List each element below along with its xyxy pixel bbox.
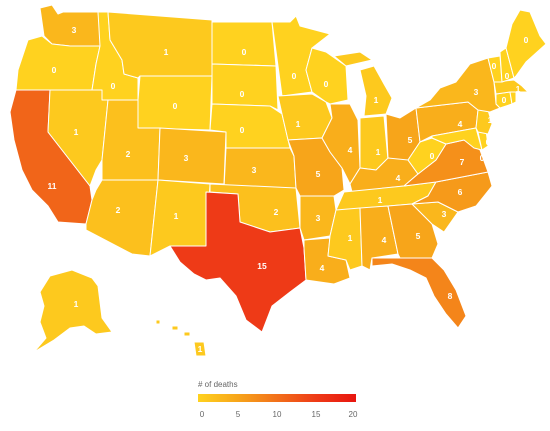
label-al: 4 — [382, 235, 387, 245]
label-wv: 0 — [430, 151, 435, 161]
label-ny: 3 — [474, 87, 479, 97]
label-ne: 0 — [240, 125, 245, 135]
label-in: 1 — [376, 147, 381, 157]
label-ri: 0 — [516, 97, 521, 107]
label-me: 0 — [524, 35, 529, 45]
legend-tick-5: 5 — [235, 410, 241, 419]
label-md: 0 — [480, 153, 485, 163]
label-mt: 1 — [164, 47, 169, 57]
label-ms: 1 — [348, 233, 353, 243]
label-ok: 2 — [274, 207, 279, 217]
label-wi: 0 — [324, 79, 329, 89]
label-nc: 6 — [458, 187, 463, 197]
state-mt[interactable] — [107, 11, 213, 79]
label-il: 4 — [348, 145, 353, 155]
legend-tick-0: 0 — [199, 410, 205, 419]
label-ut: 2 — [126, 149, 131, 159]
label-sc: 3 — [442, 209, 447, 219]
label-ma: 1 — [516, 84, 521, 94]
state-mi[interactable] — [333, 51, 393, 117]
label-nh: 0 — [505, 71, 510, 81]
state-value-labels: 3 0 11 0 1 1 0 2 2 3 1 0 0 0 3 2 15 0 1 … — [48, 25, 529, 354]
label-pa: 4 — [458, 119, 463, 129]
legend-tick-15: 15 — [311, 410, 321, 419]
state-ma[interactable] — [493, 79, 529, 95]
state-il[interactable] — [321, 103, 361, 185]
label-wy: 0 — [173, 101, 178, 111]
state-sd[interactable] — [211, 63, 279, 111]
label-ky: 4 — [396, 173, 401, 183]
legend-tick-10: 10 — [272, 410, 282, 419]
label-hi: 1 — [198, 344, 203, 354]
label-wa: 3 — [72, 25, 77, 35]
label-tx: 15 — [257, 261, 267, 271]
label-ca: 11 — [48, 181, 57, 191]
label-ct: 0 — [502, 95, 507, 105]
label-fl: 8 — [448, 291, 453, 301]
state-tx[interactable] — [169, 191, 307, 333]
legend-title: # of deaths — [198, 380, 238, 389]
label-va: 7 — [460, 157, 465, 167]
label-mi: 1 — [374, 95, 379, 105]
label-mo: 5 — [316, 169, 321, 179]
label-nj: 1 — [488, 115, 493, 125]
label-tn: 1 — [378, 195, 383, 205]
state-az[interactable] — [85, 179, 159, 257]
state-ak[interactable] — [33, 269, 113, 353]
state-hi[interactable] — [155, 319, 207, 357]
label-or: 0 — [52, 65, 57, 75]
label-az: 2 — [116, 205, 121, 215]
state-md[interactable] — [431, 127, 483, 151]
legend-color-scale — [198, 394, 356, 402]
state-fl[interactable] — [371, 257, 467, 329]
label-ia: 1 — [296, 119, 301, 129]
label-nv: 1 — [74, 127, 79, 137]
label-ga: 5 — [416, 231, 421, 241]
label-id: 0 — [111, 81, 116, 91]
label-ks: 3 — [252, 165, 257, 175]
us-choropleth-map: 3 0 11 0 1 1 0 2 2 3 1 0 0 0 3 2 15 0 1 … — [9, 4, 547, 357]
label-nd: 0 — [242, 47, 247, 57]
legend-tick-20: 20 — [348, 410, 358, 419]
state-me[interactable] — [505, 9, 547, 79]
label-co: 3 — [184, 153, 189, 163]
label-vt: 0 — [492, 61, 497, 71]
label-ak: 1 — [74, 299, 79, 309]
state-nm[interactable] — [149, 179, 211, 257]
label-ar: 3 — [316, 213, 321, 223]
legend: # of deaths 0 5 10 15 20 — [198, 380, 363, 425]
label-de: 0 — [486, 137, 491, 147]
label-oh: 5 — [408, 135, 413, 145]
label-mn: 0 — [292, 71, 297, 81]
label-nm: 1 — [174, 211, 179, 221]
state-nd[interactable] — [211, 21, 277, 67]
state-ks[interactable] — [223, 147, 297, 189]
label-sd: 0 — [240, 89, 245, 99]
state-co[interactable] — [157, 127, 227, 185]
label-la: 4 — [320, 263, 325, 273]
